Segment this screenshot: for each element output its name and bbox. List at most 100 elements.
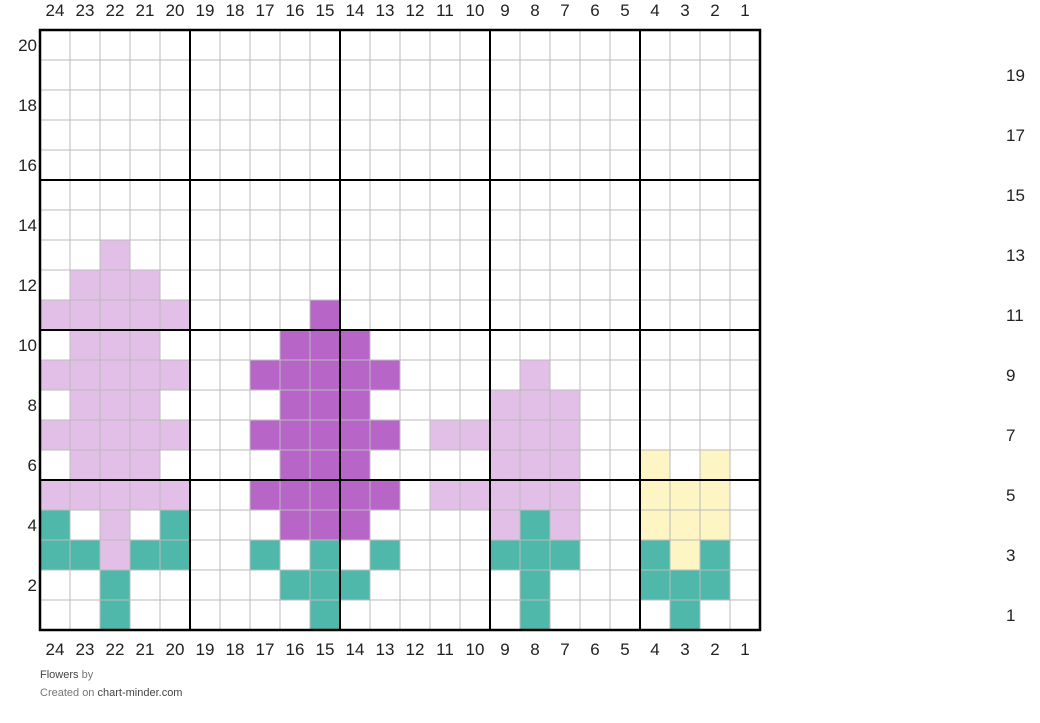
row-label-right: 13 bbox=[1006, 246, 1025, 265]
col-label-top: 12 bbox=[406, 1, 425, 20]
col-label-top: 15 bbox=[316, 1, 335, 20]
row-label-left: 20 bbox=[18, 36, 37, 55]
stitch-cell bbox=[550, 420, 580, 450]
stitch-cell bbox=[370, 480, 400, 510]
chart-credit: Flowers by bbox=[40, 666, 182, 684]
stitch-cell bbox=[280, 480, 310, 510]
stitch-cell bbox=[670, 540, 700, 570]
stitch-cell bbox=[100, 570, 130, 600]
row-label-left: 2 bbox=[28, 576, 37, 595]
stitch-cell bbox=[430, 480, 460, 510]
col-label-bottom: 15 bbox=[316, 640, 335, 659]
row-label-right: 3 bbox=[1006, 546, 1015, 565]
col-label-bottom: 14 bbox=[346, 640, 365, 659]
col-label-top: 20 bbox=[166, 1, 185, 20]
stitch-cell bbox=[640, 450, 670, 480]
stitch-cell bbox=[370, 540, 400, 570]
stitch-cell bbox=[640, 570, 670, 600]
stitch-cell bbox=[460, 480, 490, 510]
stitch-cell bbox=[490, 480, 520, 510]
col-label-bottom: 18 bbox=[226, 640, 245, 659]
col-label-bottom: 11 bbox=[436, 640, 454, 659]
stitch-cell bbox=[310, 330, 340, 360]
stitch-cell bbox=[70, 540, 100, 570]
col-label-top: 2 bbox=[710, 1, 719, 20]
col-label-top: 4 bbox=[650, 1, 659, 20]
col-label-bottom: 21 bbox=[136, 640, 155, 659]
row-label-right: 9 bbox=[1006, 366, 1015, 385]
stitch-cell bbox=[460, 420, 490, 450]
stitch-cell bbox=[700, 480, 730, 510]
axis-labels: 2424232322222121202019191818171716161515… bbox=[18, 1, 1025, 659]
stitch-cell bbox=[670, 510, 700, 540]
stitch-cell bbox=[520, 480, 550, 510]
stitch-cell bbox=[100, 450, 130, 480]
stitch-cell bbox=[160, 510, 190, 540]
col-label-top: 3 bbox=[680, 1, 689, 20]
stitch-cell bbox=[640, 480, 670, 510]
row-label-left: 10 bbox=[18, 336, 37, 355]
col-label-bottom: 17 bbox=[256, 640, 275, 659]
stitch-cell bbox=[70, 300, 100, 330]
stitch-cell bbox=[670, 570, 700, 600]
stitch-cell bbox=[130, 360, 160, 390]
stitch-cell bbox=[340, 450, 370, 480]
stitch-cell bbox=[40, 420, 70, 450]
col-label-top: 17 bbox=[256, 1, 275, 20]
row-label-right: 5 bbox=[1006, 486, 1015, 505]
stitch-cell bbox=[640, 510, 670, 540]
col-label-top: 23 bbox=[76, 1, 95, 20]
stitch-cell bbox=[340, 360, 370, 390]
col-label-bottom: 20 bbox=[166, 640, 185, 659]
stitch-cell bbox=[700, 510, 730, 540]
col-label-bottom: 24 bbox=[46, 640, 65, 659]
stitch-cell bbox=[40, 360, 70, 390]
stitch-cell bbox=[310, 600, 340, 630]
col-label-top: 19 bbox=[196, 1, 215, 20]
stitch-cell bbox=[100, 480, 130, 510]
col-label-top: 7 bbox=[560, 1, 569, 20]
row-label-left: 14 bbox=[18, 216, 37, 235]
row-label-right: 7 bbox=[1006, 426, 1015, 445]
stitch-cell bbox=[490, 540, 520, 570]
stitch-cell bbox=[520, 600, 550, 630]
stitch-cell bbox=[280, 510, 310, 540]
stitch-cell bbox=[280, 420, 310, 450]
stitch-cell bbox=[370, 360, 400, 390]
col-label-top: 8 bbox=[530, 1, 539, 20]
stitch-cell bbox=[70, 480, 100, 510]
created-on-label: Created on bbox=[40, 687, 95, 699]
stitch-cell bbox=[280, 570, 310, 600]
row-label-right: 17 bbox=[1006, 126, 1025, 145]
stitch-cell bbox=[430, 420, 460, 450]
stitch-cell bbox=[670, 480, 700, 510]
stitch-cell bbox=[310, 390, 340, 420]
col-label-bottom: 9 bbox=[500, 640, 509, 659]
stitch-cell bbox=[340, 330, 370, 360]
stitch-cell bbox=[280, 450, 310, 480]
col-label-bottom: 6 bbox=[590, 640, 599, 659]
col-label-bottom: 5 bbox=[620, 640, 629, 659]
stitch-cell bbox=[310, 300, 340, 330]
col-label-top: 1 bbox=[740, 1, 749, 20]
stitch-cell bbox=[640, 540, 670, 570]
stitch-cell bbox=[340, 480, 370, 510]
stitch-cell bbox=[700, 540, 730, 570]
stitch-cell bbox=[130, 480, 160, 510]
stitch-cell bbox=[70, 270, 100, 300]
col-label-top: 16 bbox=[286, 1, 305, 20]
stitch-cell bbox=[520, 450, 550, 480]
stitch-cell bbox=[520, 510, 550, 540]
stitch-cell bbox=[490, 510, 520, 540]
col-label-bottom: 3 bbox=[680, 640, 689, 659]
stitch-cell bbox=[70, 330, 100, 360]
stitch-cell bbox=[520, 420, 550, 450]
stitch-cell bbox=[550, 390, 580, 420]
site-link[interactable]: chart-minder.com bbox=[97, 687, 183, 699]
stitch-cell bbox=[520, 570, 550, 600]
col-label-bottom: 13 bbox=[376, 640, 395, 659]
stitch-cell bbox=[160, 420, 190, 450]
stitch-cell bbox=[100, 270, 130, 300]
stitch-cell bbox=[70, 450, 100, 480]
